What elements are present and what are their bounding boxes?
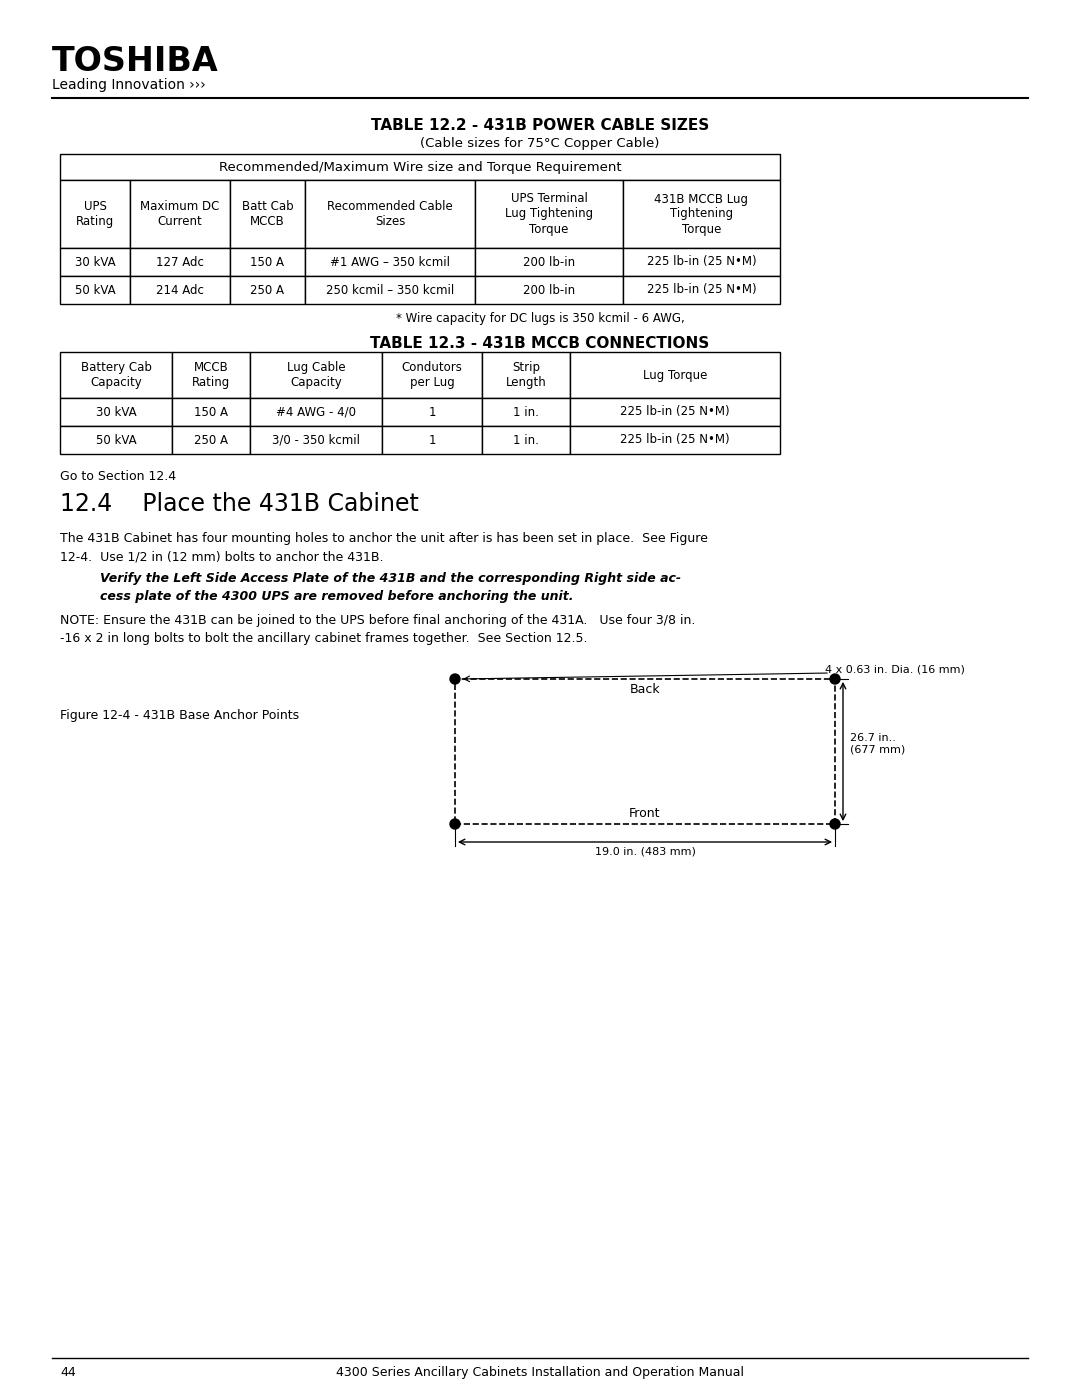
Text: Strip
Length: Strip Length: [505, 360, 546, 388]
Text: Lug Cable
Capacity: Lug Cable Capacity: [286, 360, 346, 388]
Text: TABLE 12.2 - 431B POWER CABLE SIZES: TABLE 12.2 - 431B POWER CABLE SIZES: [370, 117, 710, 133]
Text: 250 A: 250 A: [194, 433, 228, 447]
Text: 1: 1: [429, 405, 435, 419]
Text: 12.4    Place the 431B Cabinet: 12.4 Place the 431B Cabinet: [60, 492, 419, 515]
Bar: [60, 154, 780, 180]
Text: 3/0 - 350 kcmil: 3/0 - 350 kcmil: [272, 433, 360, 447]
Bar: [623, 277, 780, 305]
Text: 4300 Series Ancillary Cabinets Installation and Operation Manual: 4300 Series Ancillary Cabinets Installat…: [336, 1366, 744, 1379]
Text: MCCB
Rating: MCCB Rating: [192, 360, 230, 388]
Bar: [570, 398, 780, 426]
Text: * Wire capacity for DC lugs is 350 kcmil - 6 AWG,: * Wire capacity for DC lugs is 350 kcmil…: [395, 312, 685, 326]
Bar: [305, 277, 475, 305]
Text: Recommended/Maximum Wire size and Torque Requirement: Recommended/Maximum Wire size and Torque…: [218, 161, 621, 173]
Bar: [570, 426, 780, 454]
Text: 50 kVA: 50 kVA: [96, 433, 136, 447]
Text: Leading Innovation ›››: Leading Innovation ›››: [52, 78, 206, 92]
Text: Figure 12-4 - 431B Base Anchor Points: Figure 12-4 - 431B Base Anchor Points: [60, 710, 299, 722]
Text: 30 kVA: 30 kVA: [75, 256, 116, 268]
Bar: [249, 398, 382, 426]
Bar: [130, 277, 230, 305]
Bar: [475, 249, 623, 277]
Text: UPS Terminal
Lug Tightening
Torque: UPS Terminal Lug Tightening Torque: [505, 193, 593, 236]
Text: 250 kcmil – 350 kcmil: 250 kcmil – 350 kcmil: [326, 284, 454, 296]
Bar: [60, 249, 130, 277]
Text: 44: 44: [60, 1366, 76, 1379]
Text: 150 A: 150 A: [194, 405, 228, 419]
Bar: [382, 398, 482, 426]
Text: 1 in.: 1 in.: [513, 433, 539, 447]
Text: 150 A: 150 A: [251, 256, 284, 268]
Text: #1 AWG – 350 kcmil: #1 AWG – 350 kcmil: [330, 256, 450, 268]
Circle shape: [450, 673, 460, 685]
Bar: [482, 352, 570, 398]
Bar: [482, 426, 570, 454]
Text: Go to Section 12.4: Go to Section 12.4: [60, 469, 176, 483]
Text: 225 lb-in (25 N•M): 225 lb-in (25 N•M): [647, 256, 756, 268]
Text: 200 lb-in: 200 lb-in: [523, 256, 575, 268]
Bar: [230, 180, 305, 249]
Text: #4 AWG - 4/0: #4 AWG - 4/0: [276, 405, 356, 419]
Bar: [475, 277, 623, 305]
Text: 431B MCCB Lug
Tightening
Torque: 431B MCCB Lug Tightening Torque: [654, 193, 748, 236]
Text: 26.7 in..
(677 mm): 26.7 in.. (677 mm): [850, 732, 905, 754]
Text: 1: 1: [429, 433, 435, 447]
Text: 1 in.: 1 in.: [513, 405, 539, 419]
Text: 127 Adc: 127 Adc: [157, 256, 204, 268]
Text: The 431B Cabinet has four mounting holes to anchor the unit after is has been se: The 431B Cabinet has four mounting holes…: [60, 532, 707, 563]
Text: 50 kVA: 50 kVA: [75, 284, 116, 296]
Bar: [130, 249, 230, 277]
Bar: [475, 180, 623, 249]
Bar: [60, 426, 172, 454]
Text: NOTE: Ensure the 431B can be joined to the UPS before final anchoring of the 431: NOTE: Ensure the 431B can be joined to t…: [60, 615, 696, 645]
Bar: [172, 398, 249, 426]
Bar: [305, 180, 475, 249]
Text: Lug Torque: Lug Torque: [643, 369, 707, 381]
Bar: [172, 352, 249, 398]
Text: 225 lb-in (25 N•M): 225 lb-in (25 N•M): [620, 433, 730, 447]
Text: Battery Cab
Capacity: Battery Cab Capacity: [81, 360, 151, 388]
Bar: [623, 249, 780, 277]
Text: 19.0 in. (483 mm): 19.0 in. (483 mm): [595, 847, 696, 856]
Text: 4 x 0.63 in. Dia. (16 mm): 4 x 0.63 in. Dia. (16 mm): [825, 665, 964, 675]
Text: (Cable sizes for 75°C Copper Cable): (Cable sizes for 75°C Copper Cable): [420, 137, 660, 149]
Text: Verify the Left Side Access Plate of the 431B and the corresponding Right side a: Verify the Left Side Access Plate of the…: [100, 571, 681, 604]
Text: UPS
Rating: UPS Rating: [76, 200, 114, 228]
Bar: [172, 426, 249, 454]
Text: TABLE 12.3 - 431B MCCB CONNECTIONS: TABLE 12.3 - 431B MCCB CONNECTIONS: [370, 337, 710, 351]
Bar: [130, 180, 230, 249]
Text: Condutors
per Lug: Condutors per Lug: [402, 360, 462, 388]
Bar: [482, 398, 570, 426]
Bar: [623, 180, 780, 249]
Bar: [249, 426, 382, 454]
Bar: [230, 277, 305, 305]
Text: Maximum DC
Current: Maximum DC Current: [140, 200, 219, 228]
Circle shape: [831, 819, 840, 828]
Text: 225 lb-in (25 N•M): 225 lb-in (25 N•M): [647, 284, 756, 296]
Text: Recommended Cable
Sizes: Recommended Cable Sizes: [327, 200, 453, 228]
Bar: [570, 352, 780, 398]
Text: 225 lb-in (25 N•M): 225 lb-in (25 N•M): [620, 405, 730, 419]
Text: 200 lb-in: 200 lb-in: [523, 284, 575, 296]
Text: 30 kVA: 30 kVA: [96, 405, 136, 419]
Bar: [60, 398, 172, 426]
Bar: [60, 352, 172, 398]
Text: Batt Cab
MCCB: Batt Cab MCCB: [242, 200, 294, 228]
Text: TOSHIBA: TOSHIBA: [52, 45, 219, 78]
Bar: [249, 352, 382, 398]
Bar: [382, 426, 482, 454]
Circle shape: [831, 673, 840, 685]
Bar: [455, 679, 835, 824]
Bar: [60, 180, 130, 249]
Text: 250 A: 250 A: [251, 284, 284, 296]
Bar: [305, 249, 475, 277]
Bar: [230, 249, 305, 277]
Text: Back: Back: [630, 683, 660, 696]
Bar: [382, 352, 482, 398]
Bar: [60, 277, 130, 305]
Text: Front: Front: [630, 807, 661, 820]
Circle shape: [450, 819, 460, 828]
Text: 214 Adc: 214 Adc: [157, 284, 204, 296]
